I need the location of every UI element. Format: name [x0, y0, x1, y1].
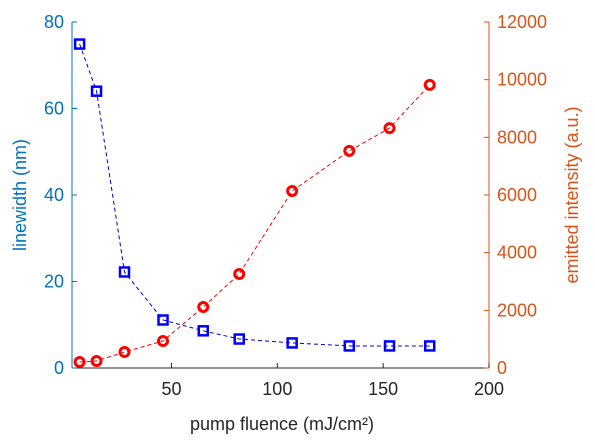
y-axis-label: linewidth (nm) [10, 139, 30, 251]
y2-tick-label: 8000 [497, 127, 537, 147]
circle-marker [157, 334, 170, 347]
x-axis-label: pump fluence (mJ/cm²) [190, 414, 374, 434]
circle-marker [197, 300, 210, 313]
x-tick-label: 100 [262, 379, 292, 399]
y-tick-label: 40 [44, 185, 64, 205]
y2-tick-label: 12000 [497, 12, 547, 32]
fit-line [79, 84, 431, 363]
square-marker [383, 340, 396, 352]
fit-line [79, 43, 430, 347]
square-marker [157, 314, 169, 326]
x-tick-label: 50 [161, 379, 181, 399]
y-tick-label: 60 [44, 99, 64, 119]
circle-marker [383, 122, 396, 135]
circle-marker [90, 354, 103, 367]
y-tick-label: 20 [44, 272, 64, 292]
square-marker [343, 340, 356, 352]
square-marker [90, 85, 103, 97]
x-tick-label: 200 [474, 379, 504, 399]
circle-marker [343, 144, 356, 157]
circle-marker [233, 268, 246, 281]
y-tick-label: 0 [54, 358, 64, 378]
square-marker [233, 333, 245, 345]
x-tick-label: 150 [368, 379, 398, 399]
circle-marker [423, 78, 436, 91]
y2-tick-label: 0 [497, 358, 507, 378]
y2-tick-label: 4000 [497, 243, 537, 263]
y2-axis-label: emitted intensity (a.u.) [562, 106, 582, 283]
circle-marker [286, 184, 299, 197]
circle-marker [73, 356, 86, 369]
y-tick-label: 80 [44, 12, 64, 32]
y2-tick-label: 10000 [497, 70, 547, 90]
y2-tick-label: 6000 [497, 185, 537, 205]
square-marker [197, 325, 209, 337]
square-marker [286, 337, 298, 349]
y2-tick-label: 2000 [497, 300, 537, 320]
square-marker [73, 38, 86, 50]
square-marker [118, 266, 131, 278]
circle-marker [118, 345, 131, 358]
square-marker [423, 340, 436, 352]
